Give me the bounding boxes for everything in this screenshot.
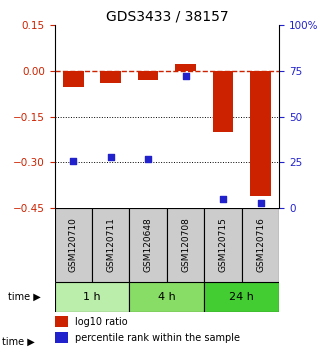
Bar	[242, 208, 279, 282]
Text: GSM120711: GSM120711	[106, 218, 115, 273]
Bar	[55, 316, 68, 327]
Text: 24 h: 24 h	[230, 292, 254, 302]
Text: percentile rank within the sample: percentile rank within the sample	[75, 332, 240, 343]
Text: time ▶: time ▶	[8, 292, 41, 302]
Bar	[55, 208, 92, 282]
Point	[71, 158, 76, 164]
Bar	[167, 208, 204, 282]
Point	[108, 154, 113, 160]
Bar	[204, 282, 279, 312]
Point	[183, 73, 188, 79]
Bar	[100, 71, 121, 84]
Bar	[213, 71, 233, 132]
Bar	[55, 332, 68, 343]
Point	[221, 196, 226, 202]
Text: GSM120710: GSM120710	[69, 218, 78, 273]
Bar	[55, 282, 129, 312]
Bar	[204, 208, 242, 282]
Text: GSM120708: GSM120708	[181, 218, 190, 273]
Bar	[129, 208, 167, 282]
Bar	[63, 71, 83, 87]
Text: log10 ratio: log10 ratio	[75, 316, 127, 327]
Text: GSM120648: GSM120648	[144, 218, 153, 272]
Text: 1 h: 1 h	[83, 292, 101, 302]
Bar	[92, 208, 129, 282]
Text: GSM120715: GSM120715	[219, 218, 228, 273]
Point	[146, 156, 151, 161]
Text: GSM120716: GSM120716	[256, 218, 265, 273]
Bar	[138, 71, 159, 80]
Text: 4 h: 4 h	[158, 292, 176, 302]
Bar	[129, 282, 204, 312]
Bar	[250, 71, 271, 196]
Title: GDS3433 / 38157: GDS3433 / 38157	[106, 10, 228, 24]
Bar	[175, 64, 196, 71]
Text: time ▶: time ▶	[2, 337, 34, 347]
Point	[258, 200, 263, 206]
